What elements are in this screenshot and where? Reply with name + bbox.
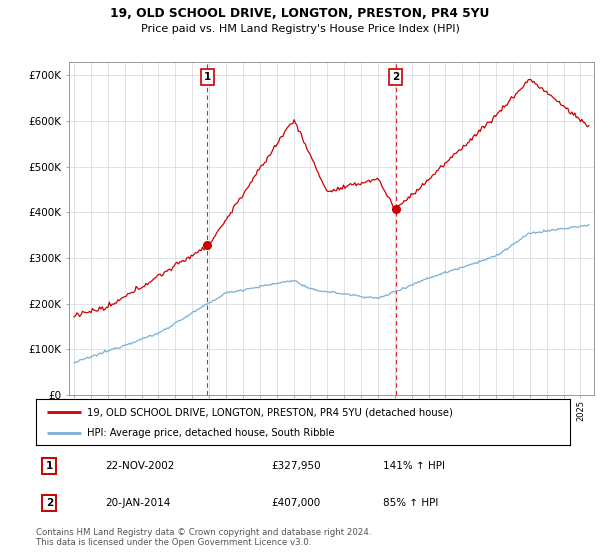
Text: 2: 2 <box>46 498 53 508</box>
Text: 1: 1 <box>46 461 53 471</box>
Text: 19, OLD SCHOOL DRIVE, LONGTON, PRESTON, PR4 5YU (detached house): 19, OLD SCHOOL DRIVE, LONGTON, PRESTON, … <box>87 407 452 417</box>
Text: 20-JAN-2014: 20-JAN-2014 <box>106 498 171 508</box>
Text: 22-NOV-2002: 22-NOV-2002 <box>106 461 175 471</box>
Text: £327,950: £327,950 <box>271 461 320 471</box>
Text: 19, OLD SCHOOL DRIVE, LONGTON, PRESTON, PR4 5YU: 19, OLD SCHOOL DRIVE, LONGTON, PRESTON, … <box>110 7 490 20</box>
Text: 1: 1 <box>204 72 211 82</box>
Text: 2: 2 <box>392 72 399 82</box>
Text: HPI: Average price, detached house, South Ribble: HPI: Average price, detached house, Sout… <box>87 428 334 438</box>
Text: 85% ↑ HPI: 85% ↑ HPI <box>383 498 439 508</box>
Text: Contains HM Land Registry data © Crown copyright and database right 2024.
This d: Contains HM Land Registry data © Crown c… <box>36 528 371 547</box>
Text: 141% ↑ HPI: 141% ↑ HPI <box>383 461 445 471</box>
Text: £407,000: £407,000 <box>271 498 320 508</box>
Text: Price paid vs. HM Land Registry's House Price Index (HPI): Price paid vs. HM Land Registry's House … <box>140 24 460 34</box>
